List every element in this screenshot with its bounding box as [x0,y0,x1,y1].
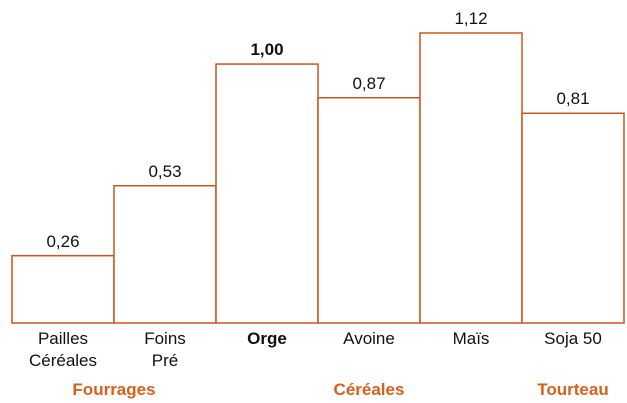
x-tick-label: Soja 50 [544,329,602,348]
value-label: 0,87 [352,73,386,93]
value-label: 0,53 [148,161,182,181]
group-label: Fourrages [72,380,156,399]
x-tick-label: Avoine [343,329,395,348]
group-label: Tourteau [537,380,609,399]
value-label: 0,26 [46,231,80,251]
value-label: 0,81 [556,89,590,109]
x-tick-label: Foins Pré [144,329,186,370]
value-label: 1,12 [454,9,488,28]
x-tick-label: Maïs [452,329,490,348]
x-tick-label: Pailles Céréales [28,329,98,370]
value-label: 1,00 [250,40,284,60]
bar [317,96,421,324]
bar [521,112,625,324]
bar [113,185,217,324]
bar [419,32,523,324]
group-label: Céréales [333,380,405,399]
bar [215,63,319,324]
bar [11,254,115,324]
x-tick-label: Orge [247,329,287,348]
